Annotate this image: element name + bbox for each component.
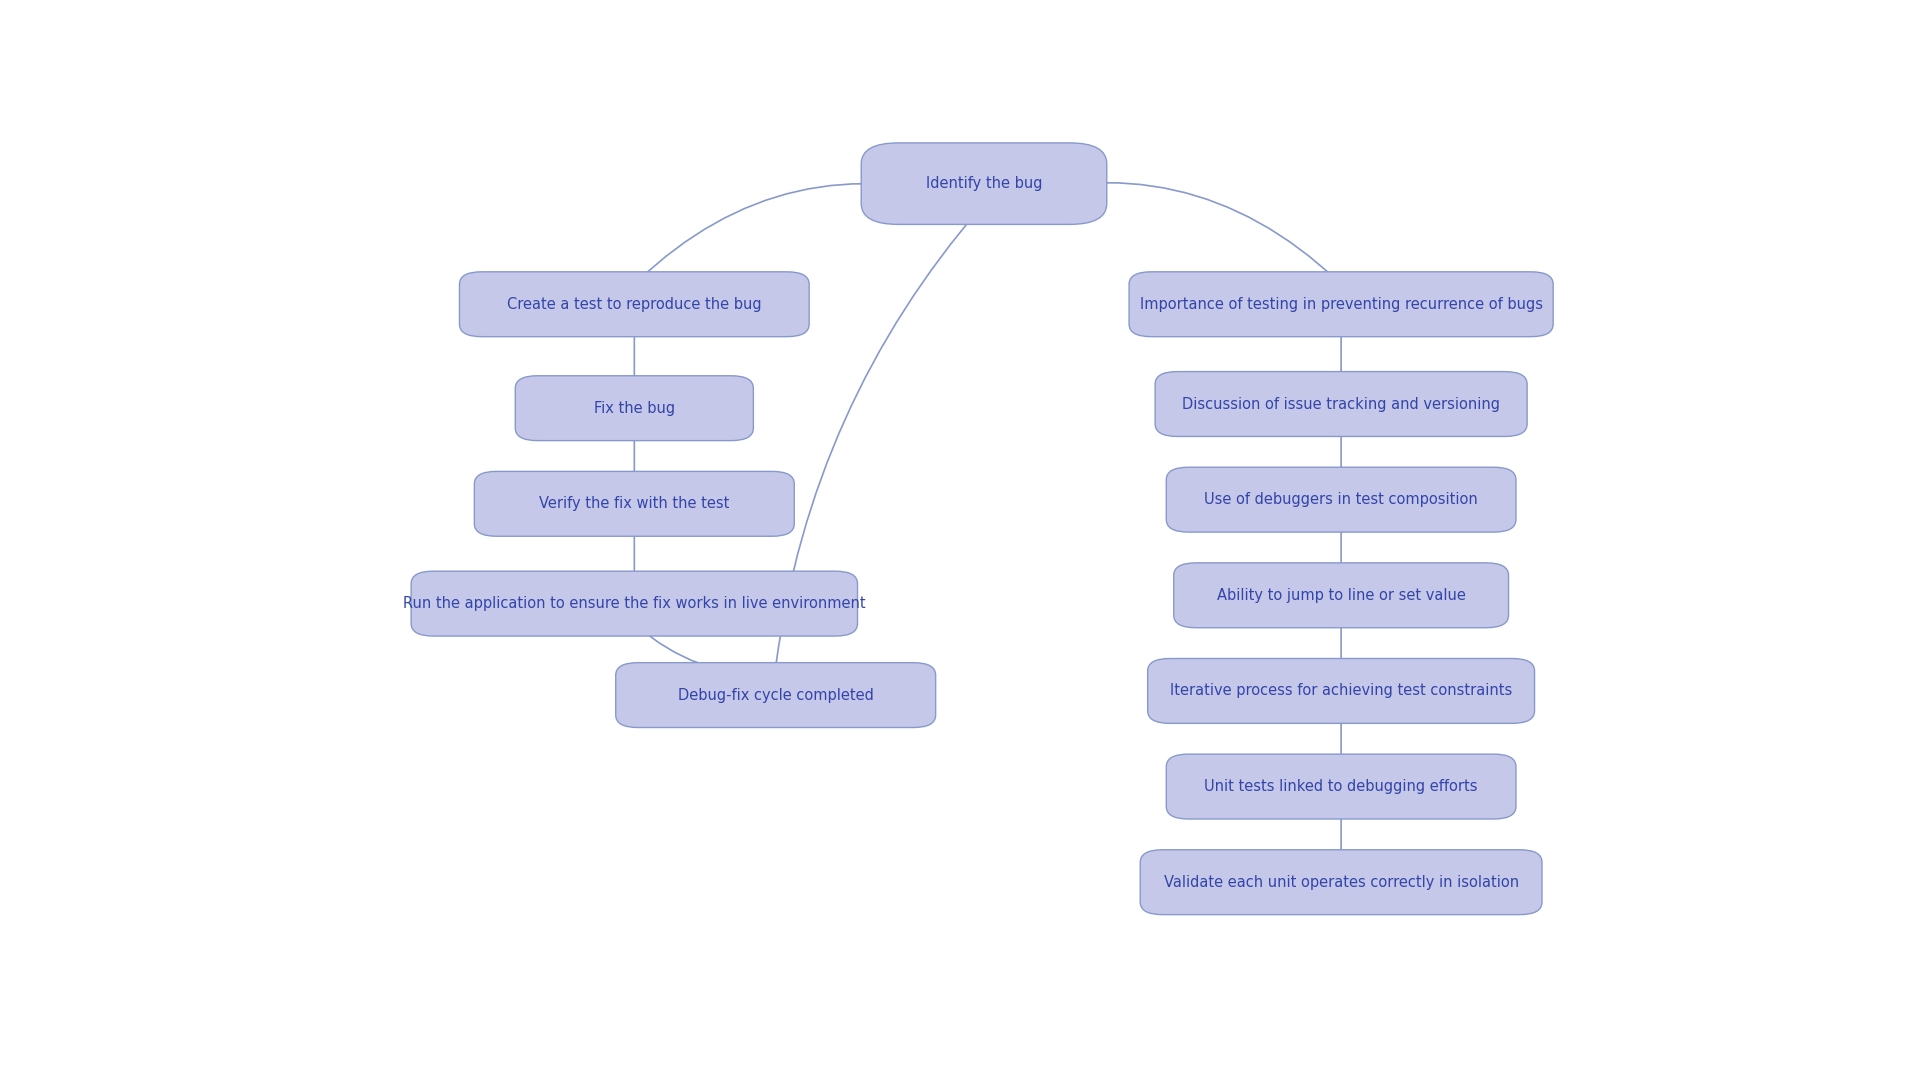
FancyBboxPatch shape (459, 272, 808, 337)
Text: Verify the fix with the test: Verify the fix with the test (540, 497, 730, 511)
Text: Discussion of issue tracking and versioning: Discussion of issue tracking and version… (1183, 396, 1500, 411)
Text: Fix the bug: Fix the bug (593, 401, 676, 416)
FancyBboxPatch shape (616, 663, 935, 728)
FancyBboxPatch shape (862, 143, 1106, 225)
Text: Use of debuggers in test composition: Use of debuggers in test composition (1204, 492, 1478, 508)
Text: Importance of testing in preventing recurrence of bugs: Importance of testing in preventing recu… (1140, 297, 1542, 312)
FancyBboxPatch shape (474, 471, 795, 537)
FancyBboxPatch shape (1165, 754, 1517, 819)
Text: Validate each unit operates correctly in isolation: Validate each unit operates correctly in… (1164, 875, 1519, 890)
FancyBboxPatch shape (1173, 563, 1509, 627)
FancyBboxPatch shape (1156, 372, 1526, 436)
Text: Identify the bug: Identify the bug (925, 176, 1043, 191)
FancyBboxPatch shape (1140, 850, 1542, 915)
FancyBboxPatch shape (1165, 468, 1517, 532)
Text: Iterative process for achieving test constraints: Iterative process for achieving test con… (1169, 684, 1513, 699)
Text: Create a test to reproduce the bug: Create a test to reproduce the bug (507, 297, 762, 312)
Text: Run the application to ensure the fix works in live environment: Run the application to ensure the fix wo… (403, 596, 866, 611)
FancyBboxPatch shape (1148, 659, 1534, 724)
Text: Unit tests linked to debugging efforts: Unit tests linked to debugging efforts (1204, 779, 1478, 794)
Text: Debug-fix cycle completed: Debug-fix cycle completed (678, 688, 874, 703)
FancyBboxPatch shape (411, 571, 858, 636)
Text: Ability to jump to line or set value: Ability to jump to line or set value (1217, 588, 1465, 603)
FancyBboxPatch shape (1129, 272, 1553, 337)
FancyBboxPatch shape (515, 376, 753, 441)
